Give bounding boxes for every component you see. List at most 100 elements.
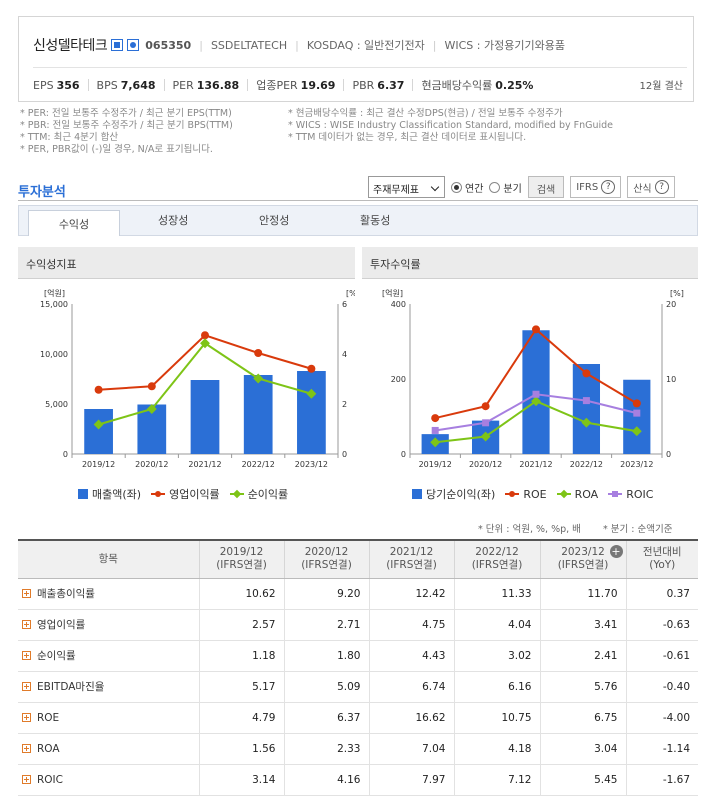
profitability-chart: [억원] [%] 15,000 6 10,000 4 5,000 2 0 0 2019/12 2020… bbox=[40, 288, 355, 469]
metric-label: 업종PER bbox=[256, 79, 298, 92]
expand-plus-icon[interactable] bbox=[22, 743, 31, 753]
tab-stability[interactable]: 안정성 bbox=[259, 214, 290, 227]
table-cell: 4.16 bbox=[283, 764, 369, 796]
table-cell: 3.41 bbox=[539, 609, 626, 641]
legend-bar-marker bbox=[78, 489, 88, 499]
column-header: 전년대비 (YoY) bbox=[625, 539, 698, 579]
row-name-cell[interactable]: ROIC bbox=[18, 764, 199, 796]
legend-item[interactable]: ROIC bbox=[608, 488, 653, 501]
row-name-cell[interactable]: ROE bbox=[18, 702, 199, 734]
table-cell: 3.04 bbox=[539, 733, 626, 765]
divider: | bbox=[199, 38, 203, 52]
expand-plus-icon[interactable] bbox=[22, 774, 31, 784]
series-point[interactable] bbox=[431, 414, 440, 423]
table-cell: -0.61 bbox=[625, 640, 698, 672]
series-point[interactable] bbox=[430, 437, 441, 448]
y-right-unit: [%] bbox=[346, 289, 355, 298]
statement-select[interactable]: 주재무제표 bbox=[368, 176, 445, 198]
series-point[interactable] bbox=[253, 373, 264, 384]
divider bbox=[412, 79, 414, 91]
radio-annual[interactable]: 연간 bbox=[451, 180, 483, 195]
search-button[interactable]: 검색 bbox=[527, 176, 565, 198]
bar-2023-12[interactable] bbox=[623, 379, 651, 454]
y-right-tick: 0 bbox=[666, 450, 671, 459]
x-tick-label: 2020/12 bbox=[469, 460, 502, 469]
table-cell: 10.75 bbox=[453, 702, 540, 734]
legend-label: 순이익률 bbox=[247, 488, 289, 501]
company-report-icon[interactable] bbox=[127, 39, 140, 51]
expand-plus-icon[interactable] bbox=[22, 651, 31, 660]
x-tick-label: 2021/12 bbox=[519, 460, 552, 469]
series-point[interactable] bbox=[201, 331, 209, 340]
controls: 주재무제표 연간 분기 검색 IFRS ? 산식 ? bbox=[368, 176, 675, 198]
tab-activity[interactable]: 활동성 bbox=[360, 214, 391, 227]
radio-checked-icon[interactable] bbox=[451, 181, 462, 193]
table-row: ROIC 3.14 4.16 7.97 7.12 5.45 -1.67 bbox=[18, 764, 698, 796]
tab-profitability[interactable]: 수익성 bbox=[28, 210, 120, 236]
column-header: 2019/12 (IFRS연결) bbox=[198, 539, 284, 579]
series-point[interactable] bbox=[532, 325, 540, 334]
column-year: 전년대비 bbox=[642, 546, 682, 559]
formula-button[interactable]: 산식 ? bbox=[627, 176, 675, 198]
metric-1: BPS 7,648 bbox=[97, 79, 156, 92]
metric-4: PBR 6.37 bbox=[352, 79, 404, 92]
series-point[interactable] bbox=[531, 396, 541, 407]
legend-item[interactable]: 당기순이익(좌) bbox=[412, 486, 495, 502]
row-name-cell[interactable]: 순이익률 bbox=[18, 640, 199, 672]
note-line: * WICS : WISE Industry Classification St… bbox=[288, 120, 614, 131]
series-point[interactable] bbox=[431, 426, 439, 434]
table-cell: 5.09 bbox=[283, 671, 369, 703]
row-name: ROE bbox=[37, 711, 60, 724]
expand-plus-icon[interactable]: + bbox=[609, 545, 623, 558]
ifrs-button[interactable]: IFRS ? bbox=[570, 176, 622, 198]
row-name-cell[interactable]: 매출총이익률 bbox=[18, 578, 199, 610]
legend-item[interactable]: 순이익률 bbox=[229, 486, 289, 502]
series-point[interactable] bbox=[482, 419, 490, 427]
expand-plus-icon[interactable] bbox=[22, 589, 31, 598]
radio-unchecked-icon[interactable] bbox=[489, 181, 501, 193]
series-point[interactable] bbox=[632, 399, 641, 408]
series-point[interactable] bbox=[147, 382, 156, 391]
bar-2021-12[interactable] bbox=[190, 380, 220, 454]
legend-label: ROIC bbox=[626, 487, 654, 501]
series-point[interactable] bbox=[94, 385, 103, 394]
series-point[interactable] bbox=[146, 404, 157, 414]
series-point[interactable] bbox=[582, 369, 591, 378]
x-tick-label: 2023/12 bbox=[295, 460, 328, 469]
tab-growth[interactable]: 성장성 bbox=[158, 214, 189, 227]
row-name-cell[interactable]: EBITDA마진율 bbox=[18, 671, 199, 703]
series-point[interactable] bbox=[481, 402, 490, 411]
radio-quarter[interactable]: 분기 bbox=[489, 180, 522, 195]
y-right-tick: 0 bbox=[342, 450, 347, 459]
expand-plus-icon[interactable] bbox=[22, 620, 31, 629]
metric-label: PER bbox=[172, 78, 194, 92]
bar-2022-12[interactable] bbox=[572, 364, 601, 454]
legend-label: 영업이익률 bbox=[169, 488, 220, 501]
legend-item[interactable]: ROA bbox=[556, 488, 598, 501]
note-line: * 현금배당수익률 : 최근 결산 수정DPS(현금) / 전일 보통주 수정주… bbox=[288, 108, 563, 119]
row-name: EBITDA마진율 bbox=[37, 681, 105, 693]
expand-plus-icon[interactable] bbox=[22, 682, 31, 691]
legend-item[interactable]: ROE bbox=[505, 488, 547, 501]
table-cell: 5.17 bbox=[198, 671, 284, 703]
company-info-icon[interactable] bbox=[111, 39, 124, 51]
expand-plus-icon[interactable] bbox=[22, 712, 31, 722]
bar-2023-12[interactable] bbox=[297, 371, 326, 454]
bar-2022-12[interactable] bbox=[243, 375, 273, 454]
series-point[interactable] bbox=[532, 390, 540, 398]
row-name-cell[interactable]: ROA bbox=[18, 733, 199, 765]
series-point[interactable] bbox=[631, 426, 642, 437]
series-point[interactable] bbox=[254, 349, 263, 357]
bar-2019-12[interactable] bbox=[84, 409, 113, 454]
legend-item[interactable]: 매출액(좌) bbox=[78, 486, 141, 502]
series-point[interactable] bbox=[633, 409, 641, 417]
row-name-cell[interactable]: 영업이익률 bbox=[18, 609, 199, 641]
company-name: 신성델타테크 bbox=[33, 38, 108, 54]
profitability-table: 항목 2019/12 (IFRS연결) 2020/12 (IFRS연결) 2021/12… bbox=[18, 539, 698, 796]
series-point[interactable] bbox=[307, 364, 316, 373]
unit-note: * 단위 : 억원, %, %p, 배 * 분기 : 순액기준 bbox=[478, 521, 672, 535]
legend-item[interactable]: 영업이익률 bbox=[151, 486, 220, 502]
profitability-legend: 매출액(좌) 영업이익률 순이익률 bbox=[78, 486, 288, 502]
table-cell: 3.14 bbox=[198, 764, 284, 796]
series-point[interactable] bbox=[582, 397, 590, 405]
